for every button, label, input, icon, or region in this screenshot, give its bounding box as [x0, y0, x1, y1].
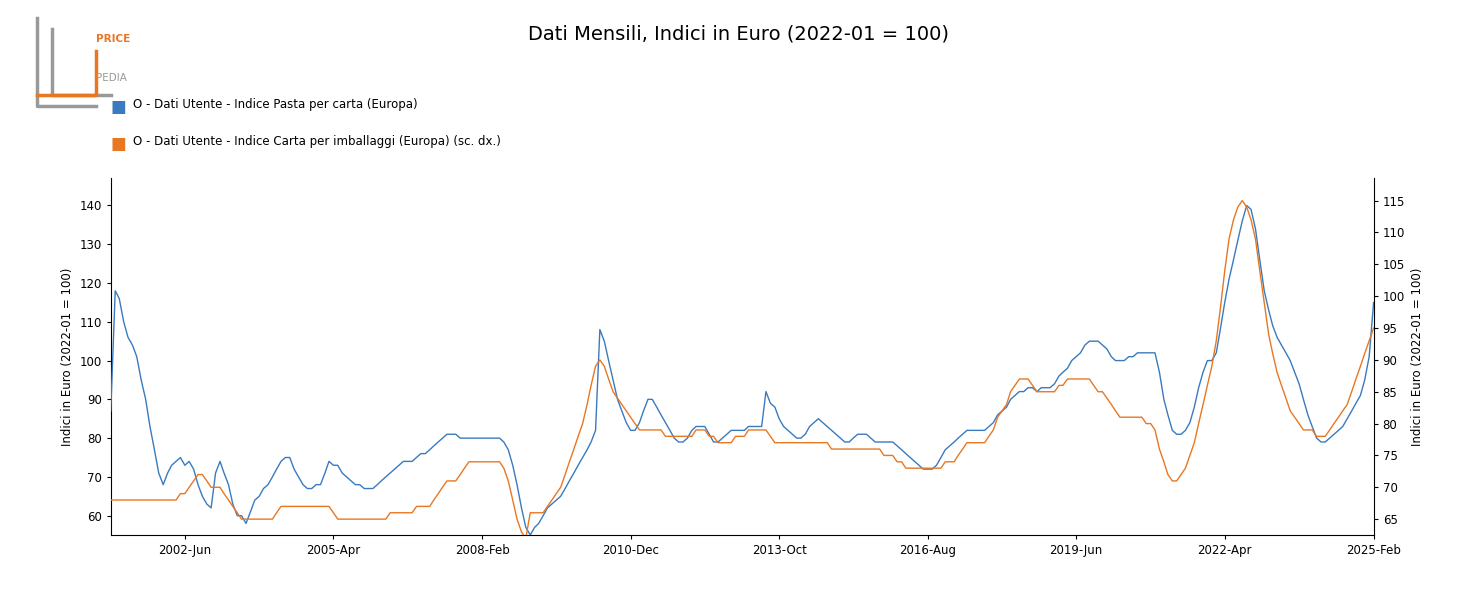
Text: O - Dati Utente - Indice Carta per imballaggi (Europa) (sc. dx.): O - Dati Utente - Indice Carta per imbal… [133, 135, 501, 148]
Text: O - Dati Utente - Indice Pasta per carta (Europa): O - Dati Utente - Indice Pasta per carta… [133, 98, 418, 111]
Y-axis label: Indici in Euro (2022-01 = 100): Indici in Euro (2022-01 = 100) [61, 268, 74, 446]
Text: PRICE: PRICE [96, 34, 130, 44]
Text: Dati Mensili, Indici in Euro (2022-01 = 100): Dati Mensili, Indici in Euro (2022-01 = … [527, 25, 950, 44]
Text: ■: ■ [111, 98, 127, 116]
Y-axis label: Indici in Euro (2022-01 = 100): Indici in Euro (2022-01 = 100) [1411, 268, 1424, 446]
Text: PEDIA: PEDIA [96, 73, 127, 83]
Text: ■: ■ [111, 135, 127, 153]
